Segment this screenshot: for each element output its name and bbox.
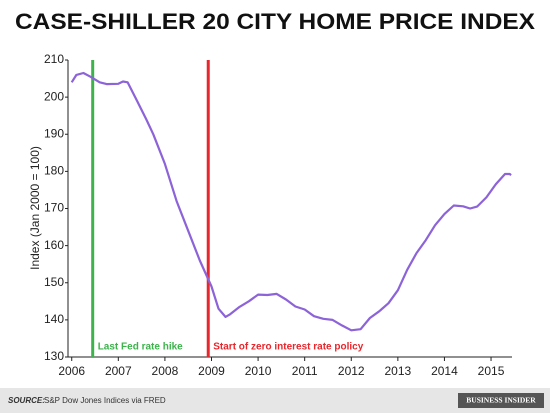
- y-tick-label: 210: [44, 52, 64, 66]
- y-tick-label: 200: [44, 89, 64, 103]
- y-tick-label: 180: [44, 164, 64, 178]
- y-tick-label: 150: [44, 275, 64, 289]
- y-tick-label: 130: [44, 349, 64, 363]
- x-tick-label: 2014: [431, 364, 458, 378]
- x-tick-label: 2015: [478, 364, 505, 378]
- x-tick-label: 2011: [292, 364, 318, 378]
- x-tick-label: 2007: [105, 364, 132, 378]
- line: [70, 71, 512, 332]
- annotation: Last Fed rate hike: [98, 342, 183, 353]
- brand: BUSINESS INSIDER: [466, 396, 536, 405]
- y-tick-label: 170: [44, 201, 64, 215]
- y-tick-label: 160: [44, 238, 64, 252]
- brand-box: [458, 393, 544, 408]
- x-tick-label: 2012: [338, 364, 365, 378]
- source: S&P Dow Jones Indices via FRED: [44, 396, 166, 405]
- x-tick-label: 2009: [198, 364, 225, 378]
- source-label: SOURCE:: [8, 396, 45, 405]
- x-tick-label: 2006: [58, 364, 85, 378]
- x-tick-label: 2010: [245, 364, 272, 378]
- chart-title: CASE-SHILLER 20 CITY HOME PRICE INDEX: [15, 9, 535, 34]
- y-axis-label: Index (Jan 2000 = 100): [28, 146, 42, 270]
- y-tick-label: 140: [44, 312, 64, 326]
- y-tick-label: 190: [44, 126, 64, 140]
- x-tick-label: 2013: [385, 364, 412, 378]
- annotation: Start of zero interest rate policy: [213, 342, 363, 353]
- x-tick-label: 2008: [152, 364, 179, 378]
